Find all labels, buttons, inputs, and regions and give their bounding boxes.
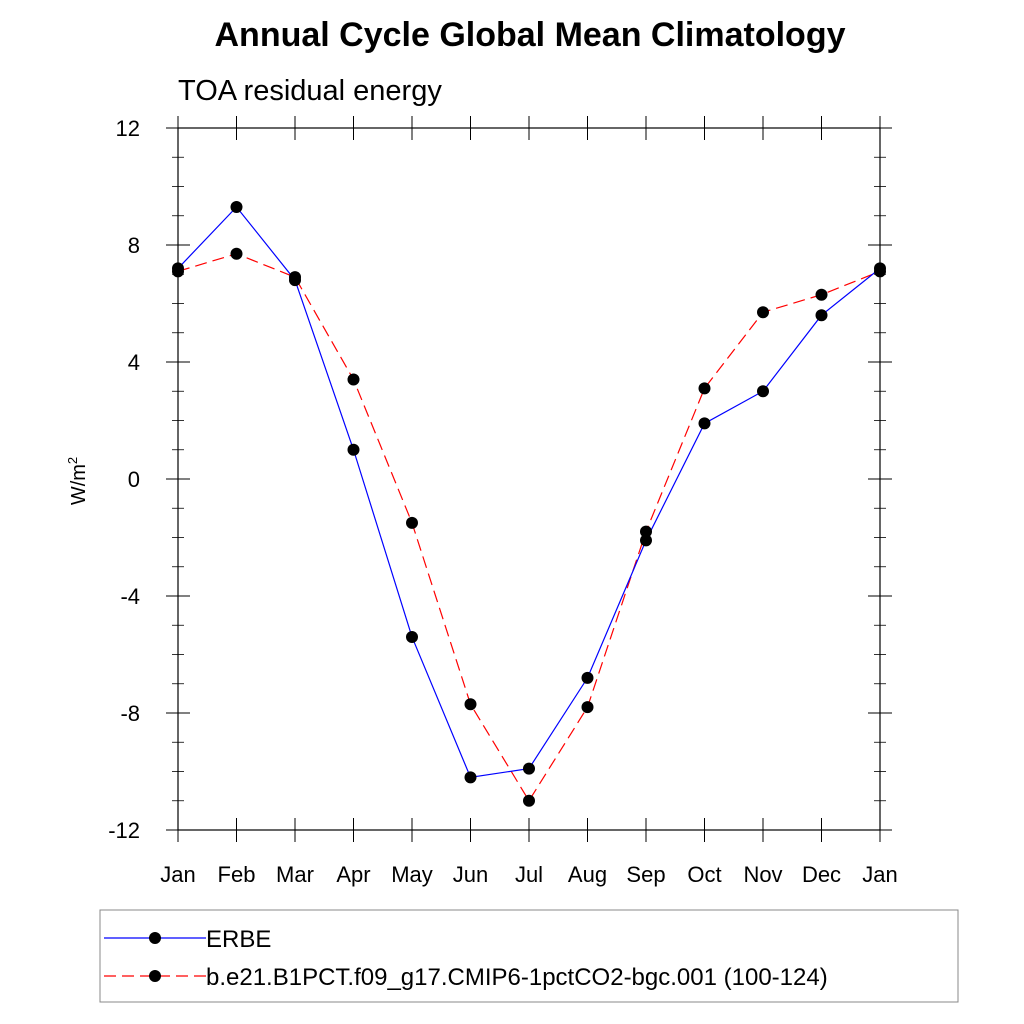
legend-swatch-marker [149,932,161,944]
series-line [177,253,881,802]
data-point [406,516,418,529]
y-axis-label: W/m2 [65,457,90,505]
x-tick-label: Mar [276,862,314,887]
x-tick-label: Apr [336,862,370,887]
y-tick-label: 0 [128,467,140,492]
data-point [640,525,652,538]
data-point [347,443,360,456]
series-line [177,206,881,779]
y-tick-labels: -12 -8 -4 0 4 8 12 [108,116,140,843]
y-tick-label: -4 [120,584,140,609]
data-point [757,306,769,319]
y-tick-label: -12 [108,818,140,843]
x-tick-labels: Jan Feb Mar Apr May Jun Jul Aug Sep Oct Nov Dec Jan [160,862,897,887]
x-tick-label: Nov [743,862,782,887]
axis-ticks [166,116,892,842]
data-point [698,417,711,430]
series-layer [172,200,886,807]
x-tick-label: Dec [802,862,841,887]
x-tick-label: Feb [218,862,256,887]
data-point [757,385,769,398]
chart-subtitle: TOA residual energy [178,75,442,107]
data-point [230,247,243,260]
legend-box [99,909,959,1003]
y-tick-label: 8 [128,233,140,258]
legend: ERBE b.e21.B1PCT.f09_g17.CMIP6-1pctCO2-bg… [104,926,828,991]
data-point [172,265,184,278]
y-tick-label: -8 [120,701,140,726]
x-tick-label: May [391,862,433,887]
data-point [581,701,594,714]
data-point [464,771,477,784]
legend-swatch-marker [149,970,161,982]
data-point [874,265,886,278]
x-tick-label: Sep [626,862,665,887]
legend-label: ERBE [206,926,271,953]
y-tick-label: 12 [116,116,140,141]
x-tick-label: Aug [568,862,607,887]
legend-label: b.e21.B1PCT.f09_g17.CMIP6-1pctCO2-bgc.00… [206,964,828,991]
data-point [230,200,243,213]
y-tick-label: 4 [128,350,140,375]
data-point [523,762,535,775]
data-point [698,382,711,395]
data-point [347,373,360,386]
data-point [523,794,535,807]
x-tick-label: Jun [453,862,488,887]
data-point [815,309,828,322]
y-axis-label-text: W/m [68,464,90,505]
x-tick-label: Jul [515,862,543,887]
chart-title: Annual Cycle Global Mean Climatology [215,16,846,54]
y-axis-label-superscript: 2 [65,457,80,464]
data-point [815,288,828,301]
data-point [640,534,652,547]
data-point [406,630,418,643]
x-tick-label: Jan [862,862,897,887]
data-point [581,671,594,684]
data-point [464,698,477,711]
x-tick-label: Oct [687,862,721,887]
x-tick-label: Jan [160,862,195,887]
plot-frame [177,127,881,831]
data-point [289,271,301,284]
